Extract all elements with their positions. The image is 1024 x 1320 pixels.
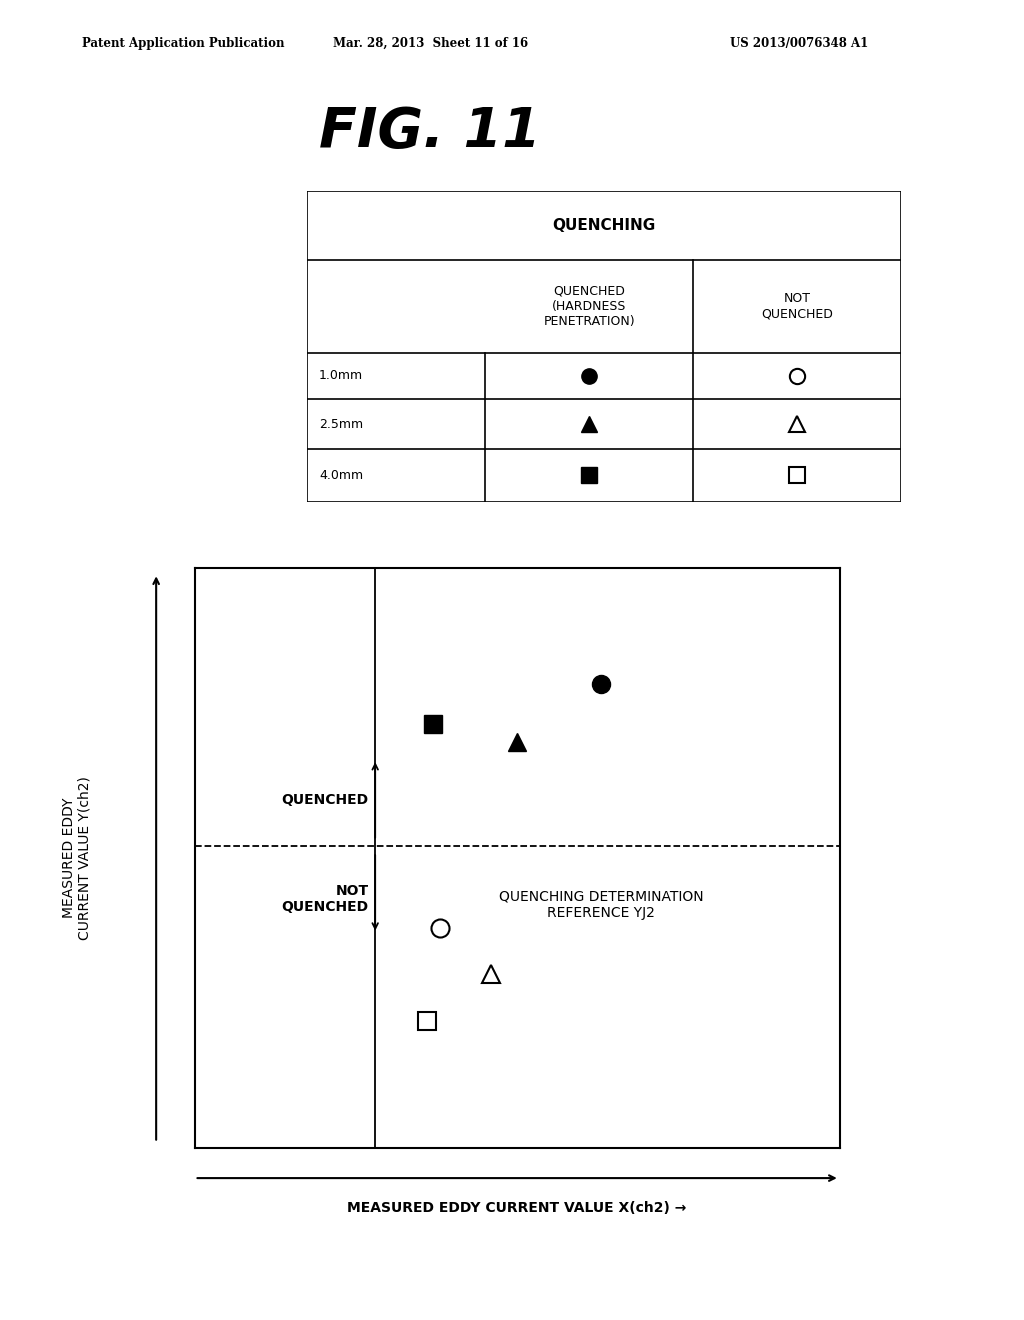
Text: NOT
QUENCHED: NOT QUENCHED: [282, 883, 369, 913]
Text: US 2013/0076348 A1: US 2013/0076348 A1: [729, 37, 868, 50]
Text: NOT
QUENCHED: NOT QUENCHED: [761, 292, 834, 321]
Text: Mar. 28, 2013  Sheet 11 of 16: Mar. 28, 2013 Sheet 11 of 16: [333, 37, 527, 50]
Text: 2.5mm: 2.5mm: [319, 417, 364, 430]
Text: QUENCHING: QUENCHING: [553, 218, 655, 234]
Text: 1.0mm: 1.0mm: [319, 370, 364, 383]
Text: MEASURED EDDY
CURRENT VALUE Y(ch2): MEASURED EDDY CURRENT VALUE Y(ch2): [61, 776, 92, 940]
Text: FIG. 11: FIG. 11: [319, 106, 541, 158]
Text: QUENCHED: QUENCHED: [282, 793, 369, 807]
Text: QUENCHED
(HARDNESS
PENETRATION): QUENCHED (HARDNESS PENETRATION): [544, 285, 635, 327]
Text: Patent Application Publication: Patent Application Publication: [82, 37, 285, 50]
Text: 4.0mm: 4.0mm: [319, 469, 364, 482]
Text: MEASURED EDDY CURRENT VALUE X(ch2) →: MEASURED EDDY CURRENT VALUE X(ch2) →: [347, 1201, 687, 1214]
Text: QUENCHING DETERMINATION
REFERENCE YJ2: QUENCHING DETERMINATION REFERENCE YJ2: [499, 890, 703, 920]
